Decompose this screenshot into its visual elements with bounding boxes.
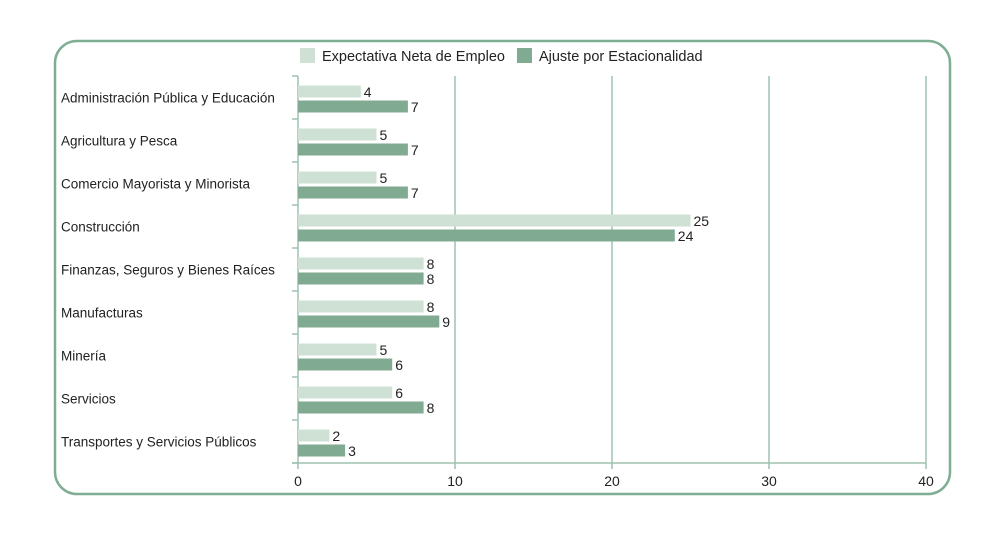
bar — [298, 100, 408, 113]
legend-swatch — [300, 48, 315, 63]
data-label: 6 — [395, 385, 403, 401]
data-label: 4 — [364, 84, 372, 100]
category-label: Transportes y Servicios Públicos — [61, 435, 257, 450]
bar — [298, 386, 393, 399]
legend-label: Ajuste por Estacionalidad — [539, 49, 703, 65]
data-label: 8 — [427, 271, 435, 287]
x-tick-label: 10 — [447, 473, 463, 489]
x-tick-label: 40 — [918, 473, 934, 489]
data-label: 7 — [411, 185, 419, 201]
data-label: 3 — [348, 443, 356, 459]
bar — [298, 128, 377, 141]
bar — [298, 214, 691, 227]
bar — [298, 315, 440, 328]
data-label: 2 — [332, 428, 340, 444]
bar — [298, 444, 346, 457]
data-label: 7 — [411, 99, 419, 115]
data-label: 5 — [380, 342, 388, 358]
data-label: 8 — [427, 400, 435, 416]
x-tick-label: 20 — [604, 473, 620, 489]
labels: 0 10 20 30 40 Administración Pública y Educac… — [61, 84, 934, 489]
bar — [298, 300, 424, 313]
category-label: Administración Pública y Educación — [61, 91, 275, 106]
legend-swatch — [516, 48, 532, 63]
bar — [298, 358, 393, 371]
x-tick-label: 30 — [761, 473, 777, 489]
data-label: 8 — [427, 299, 435, 315]
bar — [298, 143, 408, 156]
data-label: 24 — [678, 228, 694, 244]
bar — [298, 229, 675, 242]
data-label: 6 — [395, 357, 403, 373]
bar — [298, 272, 424, 285]
category-label: Construcción — [61, 220, 140, 235]
data-label: 5 — [380, 127, 388, 143]
bar — [298, 401, 424, 414]
data-label: 8 — [427, 256, 435, 272]
bar — [298, 343, 377, 356]
bars — [298, 85, 691, 457]
bar — [298, 257, 424, 270]
category-label: Comercio Mayorista y Minorista — [61, 177, 251, 192]
legend-label: Expectativa Neta de Empleo — [322, 49, 505, 65]
bar — [298, 85, 361, 98]
chart-frame — [53, 39, 952, 496]
bar — [298, 429, 330, 442]
data-label: 9 — [442, 314, 450, 330]
data-label: 5 — [380, 170, 388, 186]
legend: Expectativa Neta de Empleo Ajuste por Est… — [300, 48, 703, 65]
bar — [298, 171, 377, 184]
bar — [298, 186, 408, 199]
category-label: Manufacturas — [61, 306, 143, 321]
data-label: 7 — [411, 142, 419, 158]
x-tick-label: 0 — [294, 473, 302, 489]
category-label: Agricultura y Pesca — [61, 134, 178, 149]
category-label: Servicios — [61, 392, 116, 407]
category-label: Finanzas, Seguros y Bienes Raíces — [61, 263, 275, 278]
category-label: Minería — [61, 349, 107, 364]
data-label: 25 — [694, 213, 710, 229]
